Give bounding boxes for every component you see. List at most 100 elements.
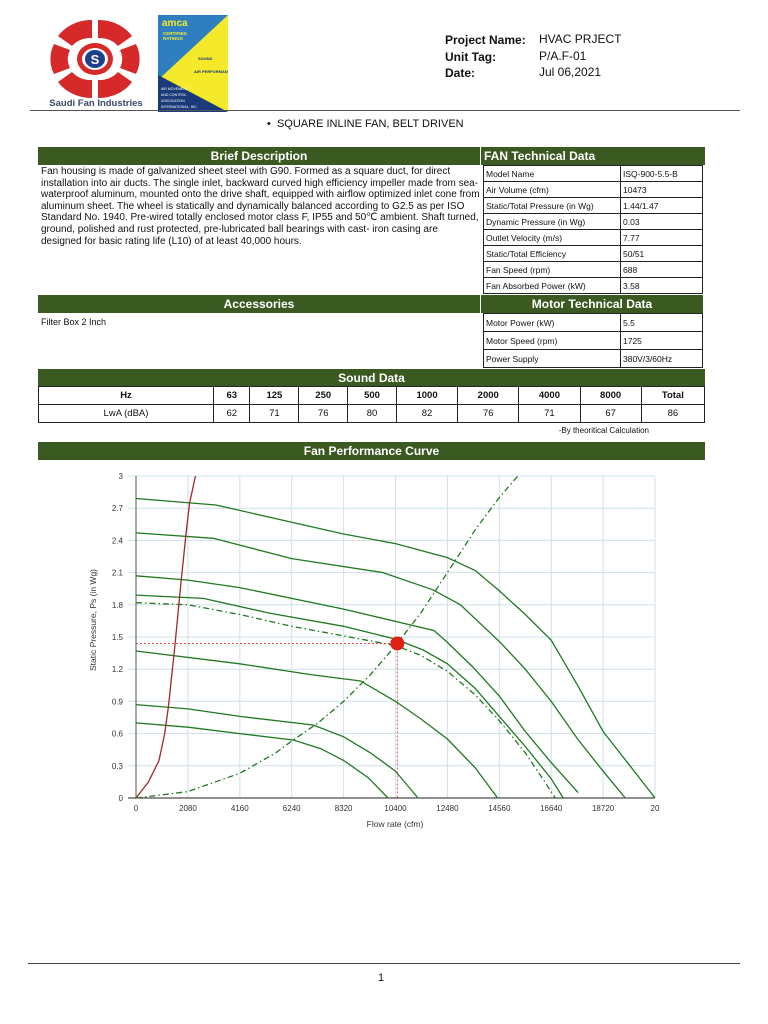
- y-tick-label: 2.4: [112, 536, 124, 545]
- fan-tech-row: Model Name ISQ-900-5.5-B: [483, 165, 703, 182]
- svg-text:INTERNATIONAL, INC.: INTERNATIONAL, INC.: [161, 105, 198, 109]
- motor-tech-row: Motor Speed (rpm) 1725: [483, 331, 703, 350]
- cell-value: 71: [249, 404, 300, 423]
- cell-value: 1.44/1.47: [620, 197, 703, 214]
- fan-performance-curve-header: Fan Performance Curve: [38, 442, 705, 460]
- date-value: Jul 06,2021: [539, 65, 602, 79]
- cell-value: 80: [347, 404, 397, 423]
- cell-label: Motor Power (kW): [483, 313, 621, 332]
- cell-value: 3.58: [620, 277, 703, 294]
- cell-value: 62: [212, 404, 251, 423]
- cell-label: Static/Total Efficiency: [483, 245, 621, 262]
- fan-curve: [135, 532, 626, 799]
- cell-value: 0.03: [620, 213, 703, 230]
- unit-tag-value: P/A.F-01: [539, 49, 587, 63]
- y-tick-label: 0: [119, 794, 124, 803]
- cell-label: Air Volume (cfm): [483, 181, 621, 198]
- cell-value: 2000: [457, 386, 520, 405]
- cell-value: 8000: [579, 386, 642, 405]
- cell-value: 380V/3/60Hz: [620, 349, 703, 368]
- accessory-item: Filter Box 2 Inch: [41, 317, 107, 327]
- product-line-text: SQUARE INLINE FAN, BELT DRIVEN: [276, 118, 464, 130]
- fan-technical-header: FAN Technical Data: [481, 147, 705, 165]
- cell-value: Total: [640, 386, 706, 405]
- cell-value: 7.77: [620, 229, 703, 246]
- y-tick-label: 1.8: [112, 601, 124, 610]
- y-tick-label: 3: [119, 472, 124, 481]
- header-divider: [30, 110, 740, 111]
- cell-value: 125: [249, 386, 300, 405]
- operating-point-marker: [390, 636, 405, 651]
- fan-curve: [135, 594, 564, 799]
- cell-label: Fan Absorbed Power (kW): [483, 277, 621, 294]
- x-tick-label: 0: [134, 804, 139, 813]
- cell-value: 67: [579, 404, 642, 423]
- svg-text:ASSOCIATION: ASSOCIATION: [161, 99, 185, 103]
- fan-curve: [135, 722, 389, 799]
- motor-technical-header: Motor Technical Data: [481, 295, 703, 313]
- cell-label: Static/Total Pressure (in Wg): [483, 197, 621, 214]
- fan-technical-table: Model Name ISQ-900-5.5-B Air Volume (cfm) 1…: [483, 165, 703, 294]
- cell-value: 250: [298, 386, 349, 405]
- brief-description-text: Fan housing is made of galvanized sheet …: [41, 166, 480, 247]
- amca-certified-logo: amca CERTIFIED RATINGS SOUND AIR PERFORM…: [158, 15, 228, 112]
- sound-note: -By theoritical Calculation: [558, 426, 649, 435]
- saudi-fan-logo: S Saudi Fan Industries: [49, 19, 143, 109]
- company-name: Saudi Fan Industries: [49, 98, 142, 109]
- cell-value: 63: [212, 386, 251, 405]
- fan-tech-row: Fan Speed (rpm) 688: [483, 261, 703, 278]
- cell-value: 10473: [620, 181, 703, 198]
- x-tick-label: 8320: [335, 804, 353, 813]
- motor-tech-row: Power Supply 380V/3/60Hz: [483, 349, 703, 368]
- y-tick-label: 0.9: [112, 697, 124, 706]
- motor-tech-row: Motor Power (kW) 5.5: [483, 313, 703, 332]
- cell-value: 4000: [518, 386, 581, 405]
- cell-value: 50/51: [620, 245, 703, 262]
- x-tick-label: 10400: [384, 804, 407, 813]
- svg-text:CERTIFIED: CERTIFIED: [163, 31, 188, 36]
- cell-label: Dynamic Pressure (in Wg): [483, 213, 621, 230]
- project-name-label: Project Name:: [445, 33, 526, 47]
- fan-tech-row: Dynamic Pressure (in Wg) 0.03: [483, 213, 703, 230]
- y-tick-label: 1.5: [112, 633, 124, 642]
- sound-data-table: Hz 63 125 250 500 1000 2000 4000 8000 Total LwA (d…: [38, 386, 706, 423]
- x-tick-label: 20: [651, 804, 660, 813]
- x-tick-label: 12480: [436, 804, 459, 813]
- x-tick-label: 16640: [540, 804, 563, 813]
- cell-value: 1000: [395, 386, 459, 405]
- cell-label: Outlet Velocity (m/s): [483, 229, 621, 246]
- fan-curve: [135, 703, 419, 799]
- fan-tech-row: Fan Absorbed Power (kW) 3.58: [483, 277, 703, 294]
- fan-tech-row: Outlet Velocity (m/s) 7.77: [483, 229, 703, 246]
- cell-value: 71: [518, 404, 581, 423]
- svg-text:SOUND: SOUND: [198, 56, 213, 61]
- fan-tech-row: Static/Total Pressure (in Wg) 1.44/1.47: [483, 197, 703, 214]
- accessories-header: Accessories: [38, 295, 480, 313]
- system-curve: [135, 602, 556, 799]
- y-tick-label: 2.1: [112, 569, 124, 578]
- product-line: • SQUARE INLINE FAN, BELT DRIVEN: [267, 118, 464, 130]
- cell-value: 5.5: [620, 313, 703, 332]
- sound-row: LwA (dBA) 62 71 76 80 82 76 71 67 86: [38, 404, 706, 423]
- system-curve: [135, 475, 519, 799]
- svg-text:S: S: [91, 52, 100, 67]
- cell-value: 76: [457, 404, 520, 423]
- fan-curve: [135, 497, 656, 799]
- x-tick-label: 2080: [179, 804, 197, 813]
- power-limit-curve: [135, 475, 197, 799]
- cell-label: Model Name: [483, 165, 621, 182]
- cell-value: 82: [395, 404, 459, 423]
- cell-label: Power Supply: [483, 349, 621, 368]
- svg-text:amca: amca: [162, 18, 188, 29]
- svg-text:AIR MOVEMENT: AIR MOVEMENT: [161, 87, 189, 91]
- svg-text:AND CONTROL: AND CONTROL: [161, 93, 187, 97]
- motor-technical-table: Motor Power (kW) 5.5 Motor Speed (rpm) 1725…: [483, 313, 703, 368]
- y-tick-label: 0.6: [112, 730, 124, 739]
- brief-description-header: Brief Description: [38, 147, 480, 165]
- x-axis-label: Flow rate (cfm): [367, 819, 424, 829]
- y-tick-label: 0.3: [112, 762, 124, 771]
- fan-curve: [135, 650, 499, 799]
- svg-text:RATINGS: RATINGS: [163, 36, 183, 41]
- cell-label: LwA (dBA): [38, 404, 214, 423]
- sound-row: Hz 63 125 250 500 1000 2000 4000 8000 Total: [38, 386, 706, 405]
